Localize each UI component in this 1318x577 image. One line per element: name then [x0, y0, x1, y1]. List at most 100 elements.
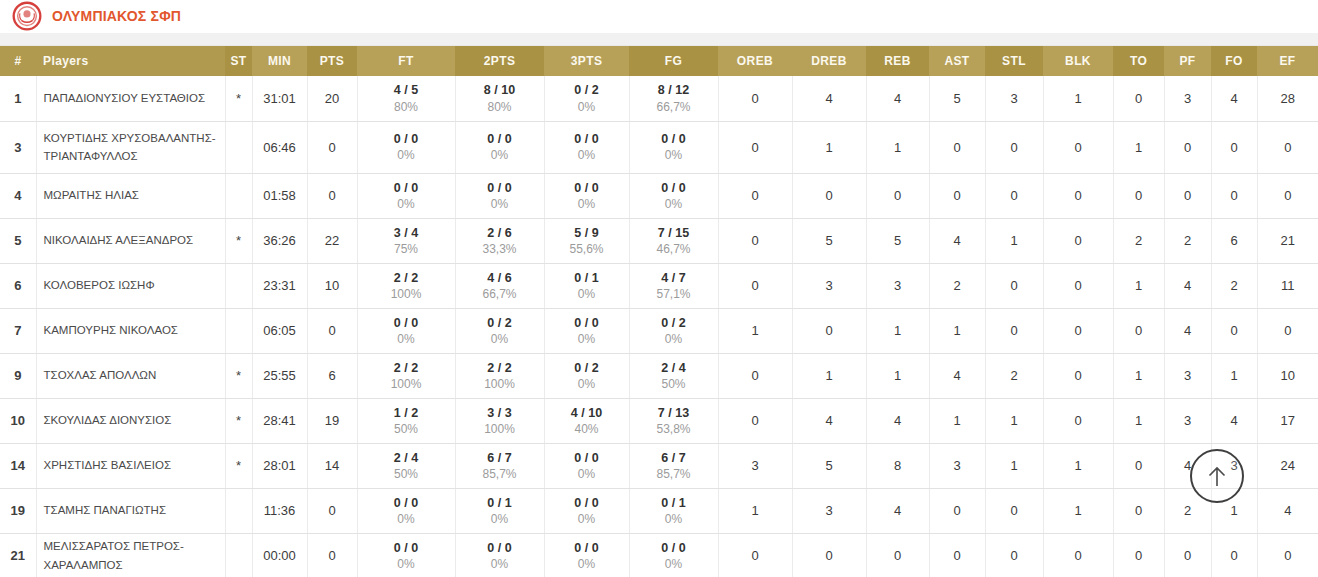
cell-blk: 0 — [1043, 398, 1113, 443]
made-attempted: 0 / 0 — [361, 179, 452, 197]
cell-stl: 0 — [985, 488, 1043, 533]
cell-dreb: 3 — [792, 263, 866, 308]
shooting-percentage: 0% — [361, 197, 452, 213]
made-attempted: 5 / 9 — [548, 224, 626, 242]
cell-stl: 0 — [985, 173, 1043, 218]
cell-name: ΚΟΛΟΒΕΡΟΣ ΙΩΣΗΦ — [36, 263, 225, 308]
cell-oreb: 0 — [718, 533, 792, 577]
cell-stl: 1 — [985, 398, 1043, 443]
cell-num: 21 — [0, 533, 36, 577]
cell-fg: 8 / 1266,7% — [629, 76, 718, 121]
cell-ft: 2 / 450% — [357, 443, 455, 488]
shooting-percentage: 0% — [633, 197, 715, 213]
cell-st — [225, 533, 252, 577]
cell-fo: 1 — [1211, 353, 1257, 398]
made-attempted: 0 / 2 — [459, 314, 541, 332]
cell-stl: 2 — [985, 353, 1043, 398]
cell-blk: 0 — [1043, 121, 1113, 173]
made-attempted: 8 / 10 — [459, 81, 541, 99]
cell-blk: 1 — [1043, 443, 1113, 488]
cell-fo: 0 — [1211, 533, 1257, 577]
cell-oreb: 0 — [718, 218, 792, 263]
cell-stl: 3 — [985, 76, 1043, 121]
shooting-percentage: 33,3% — [459, 242, 541, 258]
cell-blk: 1 — [1043, 488, 1113, 533]
cell-ft: 0 / 00% — [357, 173, 455, 218]
cell-ft: 0 / 00% — [357, 308, 455, 353]
made-attempted: 4 / 6 — [459, 269, 541, 287]
page: ΟΛΥΜΠΙΑΚΟΣ ΣΦΠ #PlayersSTMINPTSFT2PTS3PT… — [0, 0, 1318, 577]
cell-pts: 20 — [307, 76, 357, 121]
cell-fg: 0 / 00% — [629, 173, 718, 218]
cell-num: 7 — [0, 308, 36, 353]
cell-ast: 0 — [929, 533, 985, 577]
made-attempted: 0 / 2 — [548, 359, 626, 377]
cell-fg: 4 / 757,1% — [629, 263, 718, 308]
cell-reb: 1 — [866, 353, 929, 398]
cell-reb: 5 — [866, 218, 929, 263]
shooting-percentage: 50% — [361, 467, 452, 483]
cell-ef: 24 — [1257, 443, 1318, 488]
made-attempted: 1 / 2 — [361, 404, 452, 422]
cell-ast: 0 — [929, 488, 985, 533]
shooting-percentage: 0% — [633, 557, 715, 573]
cell-fo: 6 — [1211, 218, 1257, 263]
shooting-percentage: 80% — [459, 100, 541, 116]
made-attempted: 2 / 6 — [459, 224, 541, 242]
made-attempted: 0 / 0 — [548, 314, 626, 332]
shooting-percentage: 0% — [459, 197, 541, 213]
shooting-percentage: 40% — [548, 422, 626, 438]
cell-p2: 0 / 10% — [455, 488, 544, 533]
cell-pts: 0 — [307, 173, 357, 218]
cell-ef: 0 — [1257, 308, 1318, 353]
cell-ef: 28 — [1257, 76, 1318, 121]
cell-ft: 1 / 250% — [357, 398, 455, 443]
cell-oreb: 1 — [718, 308, 792, 353]
cell-name: ΤΣΑΜΗΣ ΠΑΝΑΓΙΩΤΗΣ — [36, 488, 225, 533]
table-row: 10ΣΚΟΥΛΙΔΑΣ ΔΙΟΝΥΣΙΟΣ*28:41191 / 250%3 /… — [0, 398, 1318, 443]
made-attempted: 0 / 0 — [459, 179, 541, 197]
cell-p3: 0 / 00% — [544, 308, 629, 353]
cell-st — [225, 121, 252, 173]
cell-fg: 7 / 1546,7% — [629, 218, 718, 263]
shooting-percentage: 0% — [548, 148, 626, 164]
arrow-up-icon — [1200, 459, 1234, 493]
cell-pts: 0 — [307, 533, 357, 577]
cell-p3: 5 / 955,6% — [544, 218, 629, 263]
scroll-to-top-button[interactable] — [1190, 449, 1244, 503]
cell-dreb: 4 — [792, 398, 866, 443]
cell-st: * — [225, 76, 252, 121]
shooting-percentage: 0% — [459, 512, 541, 528]
cell-pf: 0 — [1164, 121, 1211, 173]
cell-fo: 4 — [1211, 398, 1257, 443]
cell-num: 1 — [0, 76, 36, 121]
cell-ft: 0 / 00% — [357, 121, 455, 173]
cell-oreb: 0 — [718, 121, 792, 173]
team-name: ΟΛΥΜΠΙΑΚΟΣ ΣΦΠ — [52, 8, 181, 24]
cell-num: 10 — [0, 398, 36, 443]
stats-body: 1ΠΑΠΑΔΙΟΝΥΣΙΟΥ ΕΥΣΤΑΘΙΟΣ*31:01204 / 580%… — [0, 76, 1318, 577]
shooting-percentage: 0% — [361, 512, 452, 528]
cell-ef: 11 — [1257, 263, 1318, 308]
made-attempted: 0 / 0 — [548, 539, 626, 557]
cell-fg: 2 / 450% — [629, 353, 718, 398]
cell-reb: 4 — [866, 398, 929, 443]
cell-name: ΜΩΡΑΙΤΗΣ ΗΛΙΑΣ — [36, 173, 225, 218]
cell-to: 1 — [1113, 263, 1164, 308]
shooting-percentage: 66,7% — [633, 100, 715, 116]
cell-name: ΚΟΥΡΤΙΔΗΣ ΧΡΥΣΟΒΑΛΑΝΤΗΣ-ΤΡΙΑΝΤΑΦΥΛΛΟΣ — [36, 121, 225, 173]
shooting-percentage: 0% — [633, 332, 715, 348]
table-row: 7ΚΑΜΠΟΥΡΗΣ ΝΙΚΟΛΑΟΣ06:0500 / 00%0 / 20%0… — [0, 308, 1318, 353]
made-attempted: 0 / 0 — [361, 130, 452, 148]
shooting-percentage: 0% — [548, 557, 626, 573]
cell-min: 28:41 — [252, 398, 307, 443]
cell-fo: 0 — [1211, 121, 1257, 173]
cell-blk: 0 — [1043, 353, 1113, 398]
col-header-name: Players — [36, 46, 225, 76]
cell-fg: 6 / 785,7% — [629, 443, 718, 488]
shooting-percentage: 53,8% — [633, 422, 715, 438]
cell-stl: 0 — [985, 308, 1043, 353]
cell-name: ΣΚΟΥΛΙΔΑΣ ΔΙΟΝΥΣΙΟΣ — [36, 398, 225, 443]
cell-ef: 21 — [1257, 218, 1318, 263]
cell-pts: 22 — [307, 218, 357, 263]
